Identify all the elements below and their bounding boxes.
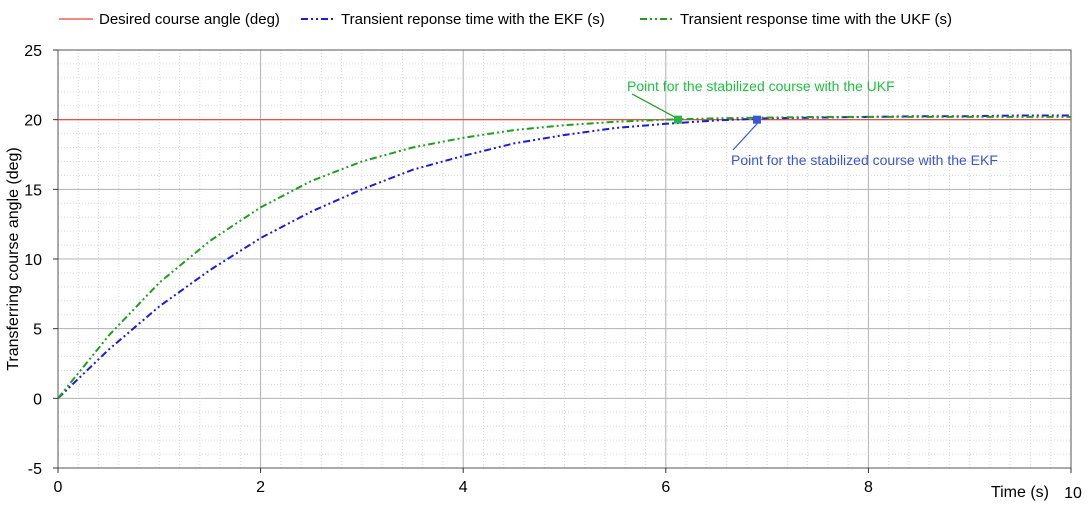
ekf-annotation-label: Point for the stabilized course with the…	[731, 152, 998, 168]
legend-label: Transient response time with the UKF (s)	[680, 11, 952, 28]
x-tick-label: 4	[459, 479, 468, 496]
x-tick-label: 2	[256, 479, 265, 496]
ukf-response-line	[57, 115, 1071, 399]
y-tick-label: 25	[24, 43, 42, 60]
y-tick-label: 10	[24, 252, 42, 269]
legend-label: Desired course angle (deg)	[99, 11, 280, 28]
legend-label: Transient reponse time with the EKF (s)	[341, 11, 605, 28]
y-tick-label: -5	[28, 461, 42, 478]
y-tick-label: 20	[24, 113, 42, 130]
ukf-annotation-label: Point for the stabilized course with the…	[627, 78, 895, 94]
ticks-layer: 0 2 4 6 8 10 -5 0 5 10 15 20 25	[24, 43, 1082, 502]
legend: Desired course angle (deg) Transient repo…	[59, 11, 952, 28]
x-tick-label: 6	[661, 479, 670, 496]
x-axis-title: Time (s)	[991, 484, 1049, 501]
y-axis-title: Transferring course angle (deg)	[5, 147, 22, 371]
legend-item-desired: Desired course angle (deg)	[59, 11, 280, 28]
ekf-annotation-leader	[732, 121, 760, 151]
ukf-stabilized-point-marker	[673, 115, 682, 124]
series-layer	[57, 114, 1071, 400]
ukf-annotation-leader	[631, 93, 677, 119]
legend-item-ukf: Transient response time with the UKF (s)	[640, 11, 952, 28]
x-tick-label: 10	[1064, 485, 1082, 502]
annotation-layer: Point for the stabilized course with the…	[627, 78, 998, 168]
x-tick-label: 8	[864, 479, 873, 496]
ekf-stabilized-point-marker	[752, 115, 761, 124]
y-tick-label: 5	[33, 322, 42, 339]
legend-item-ekf: Transient reponse time with the EKF (s)	[301, 11, 605, 28]
x-tick-label: 0	[54, 479, 63, 496]
y-tick-label: 15	[24, 182, 42, 199]
y-tick-label: 0	[33, 391, 42, 408]
